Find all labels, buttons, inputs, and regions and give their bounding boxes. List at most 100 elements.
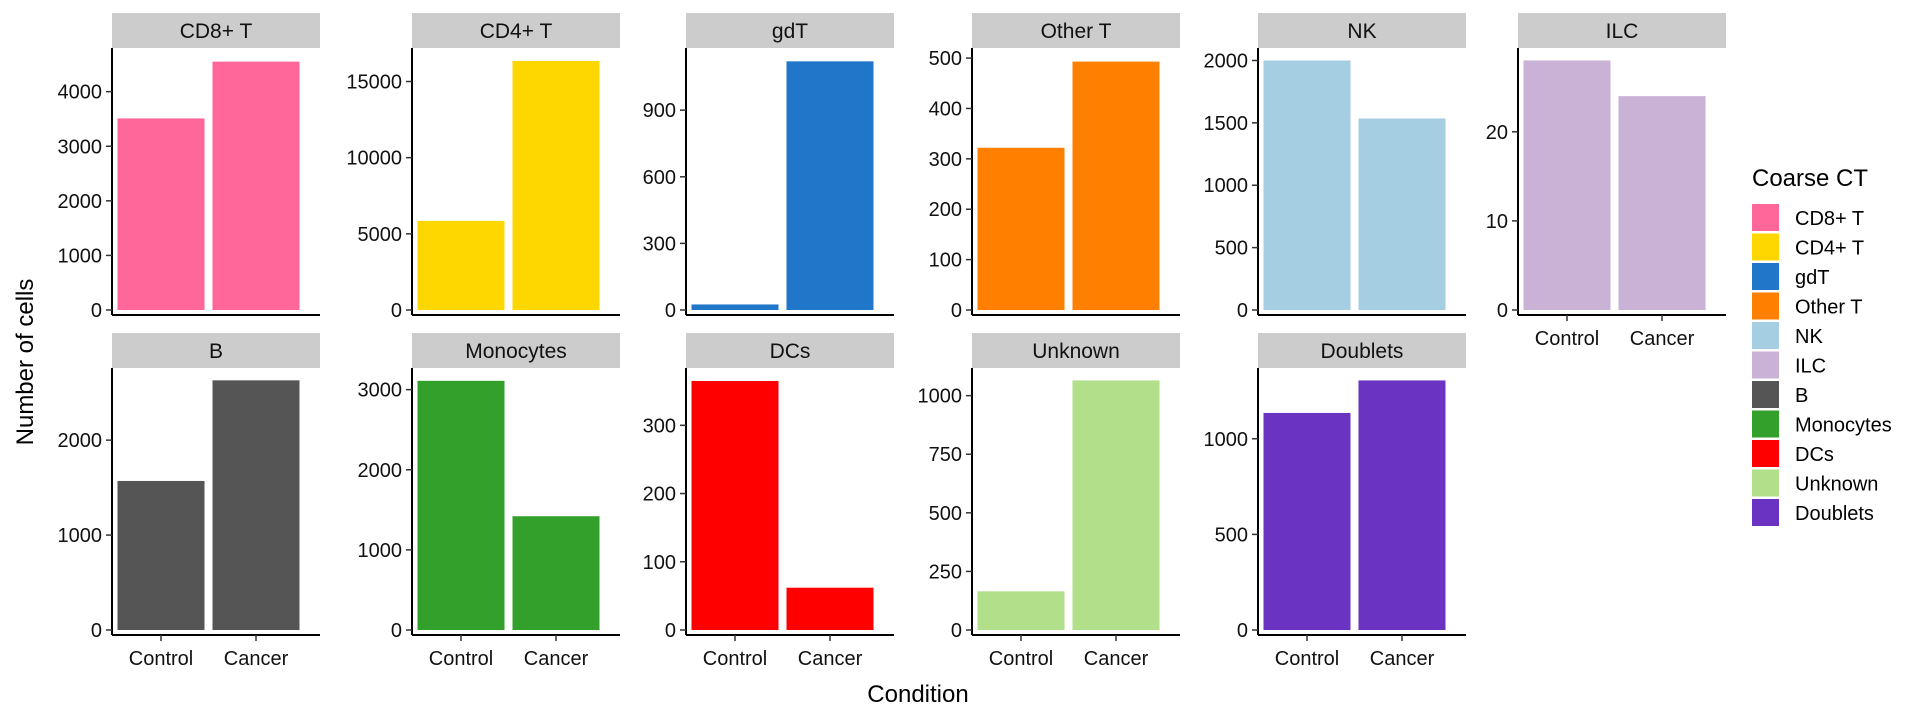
legend-swatch-monocytes [1752,410,1779,438]
x-tick-label: Control [129,648,193,670]
y-tick-label: 1000 [58,245,103,267]
legend-swatch-doublets [1752,499,1779,526]
legend-swatch-cd4-t [1752,233,1779,261]
y-tick-label: 250 [929,561,962,583]
facet-strip [1518,13,1726,48]
y-tick-label: 300 [643,415,676,437]
y-tick-label: 2000 [1204,50,1249,72]
bar-other-t-control [977,147,1065,310]
y-tick-label: 3000 [58,136,103,158]
y-tick-label: 2000 [58,191,103,213]
facet-dcs: DCs 0 100 200 300 Control Cancer [643,333,894,670]
legend-label-monocytes: Monocytes [1795,415,1892,437]
x-tick-label: Cancer [524,648,589,670]
y-tick-label: 750 [929,444,962,466]
bar-nk-cancer [1358,118,1446,310]
y-tick-label: 2000 [58,430,103,452]
legend-title: Coarse CT [1752,165,1868,192]
facet-strip [112,13,320,48]
facet-b: B 0 1000 2000 Control Cancer [58,333,320,670]
y-tick-label: 0 [1237,620,1248,642]
y-tick-label: 5000 [358,224,403,246]
y-tick-label: 0 [391,300,402,322]
y-tick-label: 400 [929,98,962,120]
legend-label-b: B [1795,385,1808,407]
y-tick-label: 0 [91,620,102,642]
legend-label-dcs: DCs [1795,444,1834,466]
y-tick-label: 100 [643,552,676,574]
facet-gdt: gdT 0 300 600 900 [643,13,894,322]
y-tick-label: 3000 [358,380,403,402]
facet-strip-label: gdT [772,20,808,43]
legend-swatch-dcs [1752,440,1779,467]
legend-swatch-other-t [1752,292,1779,320]
facet-other-t: Other T 0 100 200 300 400 500 [929,13,1180,322]
y-tick-label: 0 [391,620,402,642]
y-tick-label: 15000 [346,72,402,94]
y-tick-label: 1500 [1204,113,1249,135]
bar-doublets-cancer [1358,380,1446,630]
legend-swatch-nk [1752,322,1779,349]
bar-gdt-control [691,304,779,310]
y-tick-label: 4000 [58,82,103,104]
x-tick-label: Control [1535,328,1599,350]
bar-cd8-t-cancer [212,61,300,311]
bar-ilc-control [1523,60,1611,310]
facet-strip [686,333,894,368]
y-tick-label: 300 [929,149,962,171]
facet-strip-label: Monocytes [465,340,567,363]
y-tick-label: 600 [643,167,676,189]
x-tick-label: Control [703,648,767,670]
facet-doublets: Doublets 0 500 1000 Control Cancer [1204,333,1466,670]
facet-strip [686,13,894,48]
facet-cd4-t: CD4+ T 0 5000 10000 15000 [346,13,620,322]
x-axis-title: Condition [867,681,968,708]
facet-strip [972,333,1180,368]
facet-strip-label: B [209,340,223,363]
legend: Coarse CT CD8+ T CD4+ T gdT Other T NK ILC B Mo… [1752,165,1892,526]
facet-strip [1258,13,1466,48]
x-tick-label: Control [429,648,493,670]
facet-cd8-t: CD8+ T 0 1000 2000 3000 4000 [58,13,320,322]
bar-unknown-cancer [1072,380,1160,630]
y-tick-label: 0 [1497,300,1508,322]
y-tick-label: 0 [91,300,102,322]
y-tick-label: 1000 [58,525,103,547]
bar-cd4-t-control [417,220,505,310]
legend-label-ilc: ILC [1795,356,1826,378]
legend-swatch-ilc [1752,351,1779,379]
facet-ilc: ILC 0 10 20 Control Cancer [1486,13,1726,350]
legend-swatch-unknown [1752,469,1779,497]
y-tick-label: 1000 [358,540,403,562]
facet-strip [972,13,1180,48]
facet-strip [412,13,620,48]
facet-nk: NK 0 500 1000 1500 2000 [1204,13,1466,322]
facet-strip-label: CD4+ T [480,20,553,43]
y-tick-label: 500 [1215,524,1248,546]
x-tick-label: Cancer [224,648,289,670]
x-tick-label: Cancer [1630,328,1695,350]
y-tick-label: 200 [929,199,962,221]
bar-b-control [117,480,205,630]
legend-label-doublets: Doublets [1795,503,1874,525]
legend-label-cd8-t: CD8+ T [1795,208,1864,230]
y-tick-label: 900 [643,100,676,122]
legend-label-gdt: gdT [1795,267,1829,289]
y-tick-label: 300 [643,233,676,255]
y-axis-title: Number of cells [12,279,39,446]
y-tick-label: 0 [951,300,962,322]
legend-label-unknown: Unknown [1795,474,1878,496]
facet-strip-label: Unknown [1032,340,1120,363]
facet-strip [412,333,620,368]
y-tick-label: 1000 [1204,175,1249,197]
facet-strip-label: Other T [1041,20,1112,43]
bar-ilc-cancer [1618,96,1706,310]
facet-strip-label: ILC [1606,20,1639,43]
bar-doublets-control [1263,412,1351,630]
y-tick-label: 20 [1486,122,1508,144]
bar-b-cancer [212,380,300,630]
legend-swatch-gdt [1752,263,1779,290]
facet-strip-label: Doublets [1321,340,1404,363]
bar-monocytes-control [417,380,505,630]
